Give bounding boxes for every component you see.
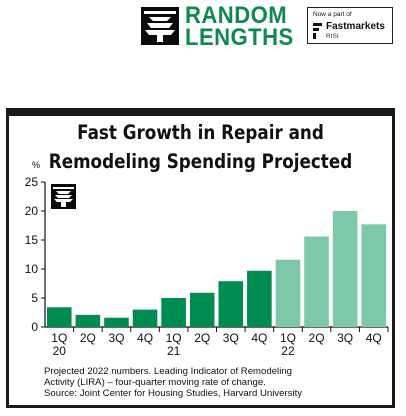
- x-tick-label: 2Q: [194, 331, 210, 345]
- partner-sub: RISI: [326, 33, 339, 40]
- x-tick-label: 1Q: [280, 331, 296, 345]
- x-tick-label: 3Q: [337, 331, 353, 345]
- x-tick-label: 4Q: [251, 331, 267, 345]
- x-tick-label: 4Q: [366, 331, 382, 345]
- note-line-3: Source: Joint Center for Housing Studies…: [44, 388, 303, 399]
- y-tick-label: 10: [25, 262, 39, 276]
- x-tick-label: 4Q: [137, 331, 153, 345]
- bar: [361, 224, 386, 327]
- bar: [275, 259, 301, 327]
- chart-title-line-2: Remodeling Spending Projected: [48, 150, 353, 173]
- x-year-label: 20: [53, 344, 67, 358]
- chart-tree-logo-icon: [51, 184, 76, 209]
- fastmarkets-mark-icon: [313, 23, 322, 39]
- partner-prefix: Now a part of: [313, 11, 352, 18]
- bar: [75, 314, 101, 327]
- note-line-2: Activity (LIRA) – four-quarter moving ra…: [44, 377, 266, 388]
- y-axis-unit: %: [32, 160, 41, 170]
- x-tick-label: 2Q: [309, 331, 325, 345]
- x-tick-label: 3Q: [223, 331, 239, 345]
- x-tick-label: 3Q: [108, 331, 124, 345]
- y-tick-label: 0: [31, 320, 38, 334]
- y-tick-label: 20: [25, 204, 39, 218]
- y-tick-label: 5: [31, 291, 38, 305]
- bar: [104, 317, 129, 327]
- bar: [304, 236, 329, 327]
- x-year-label: 22: [281, 344, 295, 358]
- x-tick-label: 1Q: [51, 331, 67, 345]
- bar: [332, 211, 358, 327]
- brand-line-2: LENGTHS: [185, 24, 294, 51]
- chart-title-line-1: Fast Growth in Repair and: [77, 121, 324, 144]
- brand-line-1: RANDOM: [185, 2, 288, 29]
- partner-badge: Now a part of Fastmarkets RISI: [307, 7, 393, 44]
- x-year-label: 21: [167, 344, 181, 358]
- bar: [47, 307, 72, 327]
- bar: [189, 292, 215, 327]
- x-tick-label: 1Q: [166, 331, 182, 345]
- bar: [161, 298, 186, 327]
- bar: [132, 309, 158, 327]
- chart-frame-top-bar: [6, 108, 395, 116]
- random-lengths-logo-icon: [141, 7, 179, 45]
- x-tick-label: 2Q: [80, 331, 96, 345]
- y-tick-label: 25: [25, 175, 39, 189]
- bar: [218, 281, 244, 327]
- bar: [247, 270, 272, 327]
- y-tick-label: 15: [25, 233, 39, 247]
- partner-name: Fastmarkets: [326, 21, 385, 32]
- note-line-1: Projected 2022 numbers. Leading Indicato…: [44, 366, 292, 377]
